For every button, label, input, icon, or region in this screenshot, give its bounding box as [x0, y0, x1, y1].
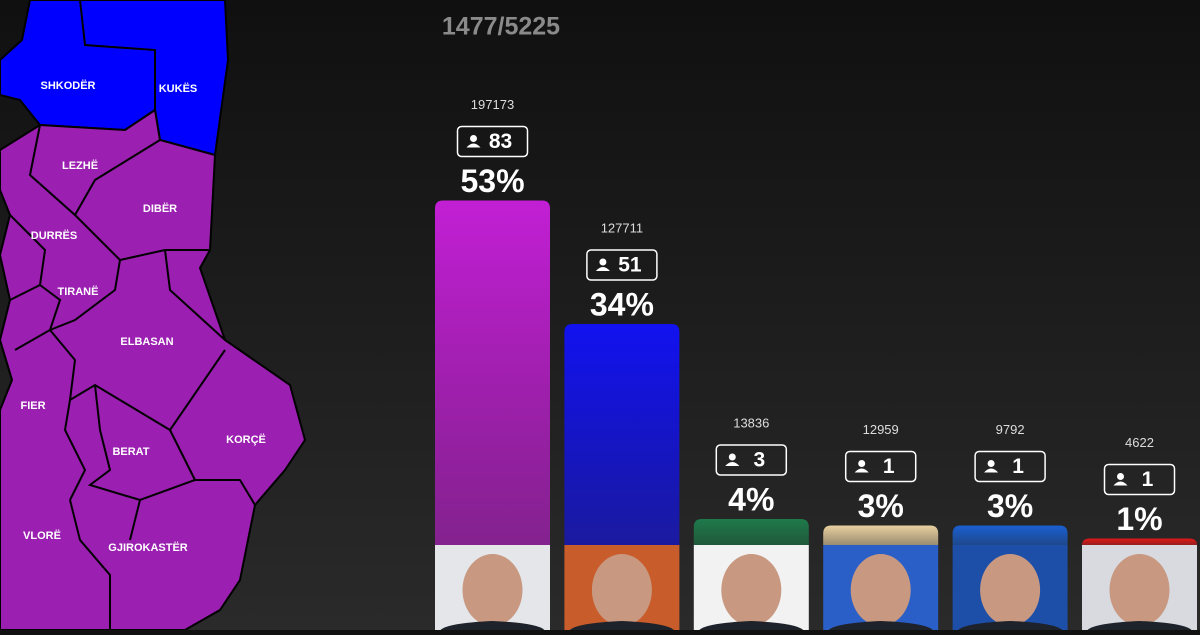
photo-suit	[440, 621, 545, 630]
seats-count: 1	[1142, 468, 1154, 491]
votes-count: 9792	[996, 422, 1025, 437]
seats-box	[974, 450, 1046, 483]
seats-box	[586, 249, 658, 281]
map-border	[69, 499, 111, 630]
seats-icon	[1113, 481, 1128, 486]
photo-suit	[828, 621, 933, 630]
bar	[693, 519, 809, 545]
seats-box	[715, 444, 788, 476]
percent-label: 4%	[728, 481, 774, 517]
percent-label: 1%	[1116, 501, 1162, 537]
map-border	[164, 249, 226, 341]
seats-icon	[984, 468, 999, 473]
seats-box	[456, 125, 529, 158]
seats-count: 3	[753, 449, 765, 472]
percent-label: 3%	[858, 488, 904, 524]
photo-suit	[1087, 621, 1192, 630]
seats-icon	[728, 453, 736, 461]
seats-count: 83	[489, 130, 512, 153]
bar	[823, 525, 939, 545]
map-region-label: DURRËS	[31, 229, 77, 242]
photo-head	[721, 554, 782, 626]
map-region-label: DIBËR	[143, 202, 177, 215]
votes-count: 197173	[471, 97, 514, 112]
map-border	[129, 499, 141, 541]
seats-icon	[725, 462, 740, 466]
bar	[564, 324, 680, 545]
map-region-label: BERAT	[112, 446, 149, 458]
map-region-label: ELBASAN	[120, 336, 173, 348]
map-region-label: GJIROKASTËR	[108, 541, 188, 554]
bar	[435, 200, 550, 545]
map-border	[9, 214, 47, 301]
photo-head	[850, 554, 911, 626]
seats-icon	[470, 135, 477, 142]
map-region-label: LEZHË	[62, 159, 98, 172]
seats-icon	[854, 468, 869, 473]
seats-box	[1103, 463, 1176, 496]
map-region-label: SHKODËR	[40, 79, 95, 92]
votes-count: 13836	[733, 415, 769, 430]
map-border	[14, 284, 62, 351]
counted-title: 1477/5225	[442, 13, 560, 41]
seats-icon	[595, 267, 610, 271]
photo-head	[1109, 554, 1170, 626]
map-border	[195, 479, 256, 506]
photo-suit	[958, 621, 1063, 630]
bars: 53% 83 197173 34% 51 127711 4% 3 13836 3% 1 12959 3%…	[435, 97, 1197, 630]
percent-label: 53%	[460, 163, 524, 199]
bar	[1082, 538, 1197, 545]
map-border	[79, 0, 156, 110]
map-region-label: KUKËS	[159, 82, 198, 95]
photo-head	[980, 554, 1041, 626]
seats-icon	[466, 143, 481, 148]
photo-head	[462, 554, 523, 626]
seats-box	[844, 450, 917, 483]
map-region-label: VLORË	[23, 529, 61, 542]
seats-count: 1	[1012, 455, 1024, 478]
map: SHKODËR KUKËS LEZHË DIBËR DURRËS TIRANË ELBASA…	[0, 0, 307, 631]
map-region-label: KORÇË	[226, 433, 266, 446]
bar	[952, 525, 1068, 545]
votes-count: 4622	[1125, 435, 1154, 450]
photo-suit	[699, 621, 804, 630]
seats-count: 51	[618, 254, 642, 277]
map-region-label: FIER	[20, 400, 45, 412]
votes-count: 12959	[863, 422, 899, 437]
map-border	[63, 399, 87, 501]
seats-count: 1	[883, 455, 895, 478]
map-border	[49, 329, 226, 432]
photo-suit	[569, 621, 674, 630]
percent-label: 3%	[987, 488, 1033, 524]
seats-icon	[1117, 473, 1124, 480]
seats-icon	[599, 258, 607, 266]
seats-icon	[987, 460, 995, 467]
photo-head	[591, 554, 652, 626]
percent-label: 34%	[590, 286, 654, 322]
map-region-label: TIRANË	[58, 285, 99, 298]
map-border	[49, 259, 121, 331]
seats-icon	[858, 460, 866, 467]
votes-count: 127711	[601, 220, 643, 235]
